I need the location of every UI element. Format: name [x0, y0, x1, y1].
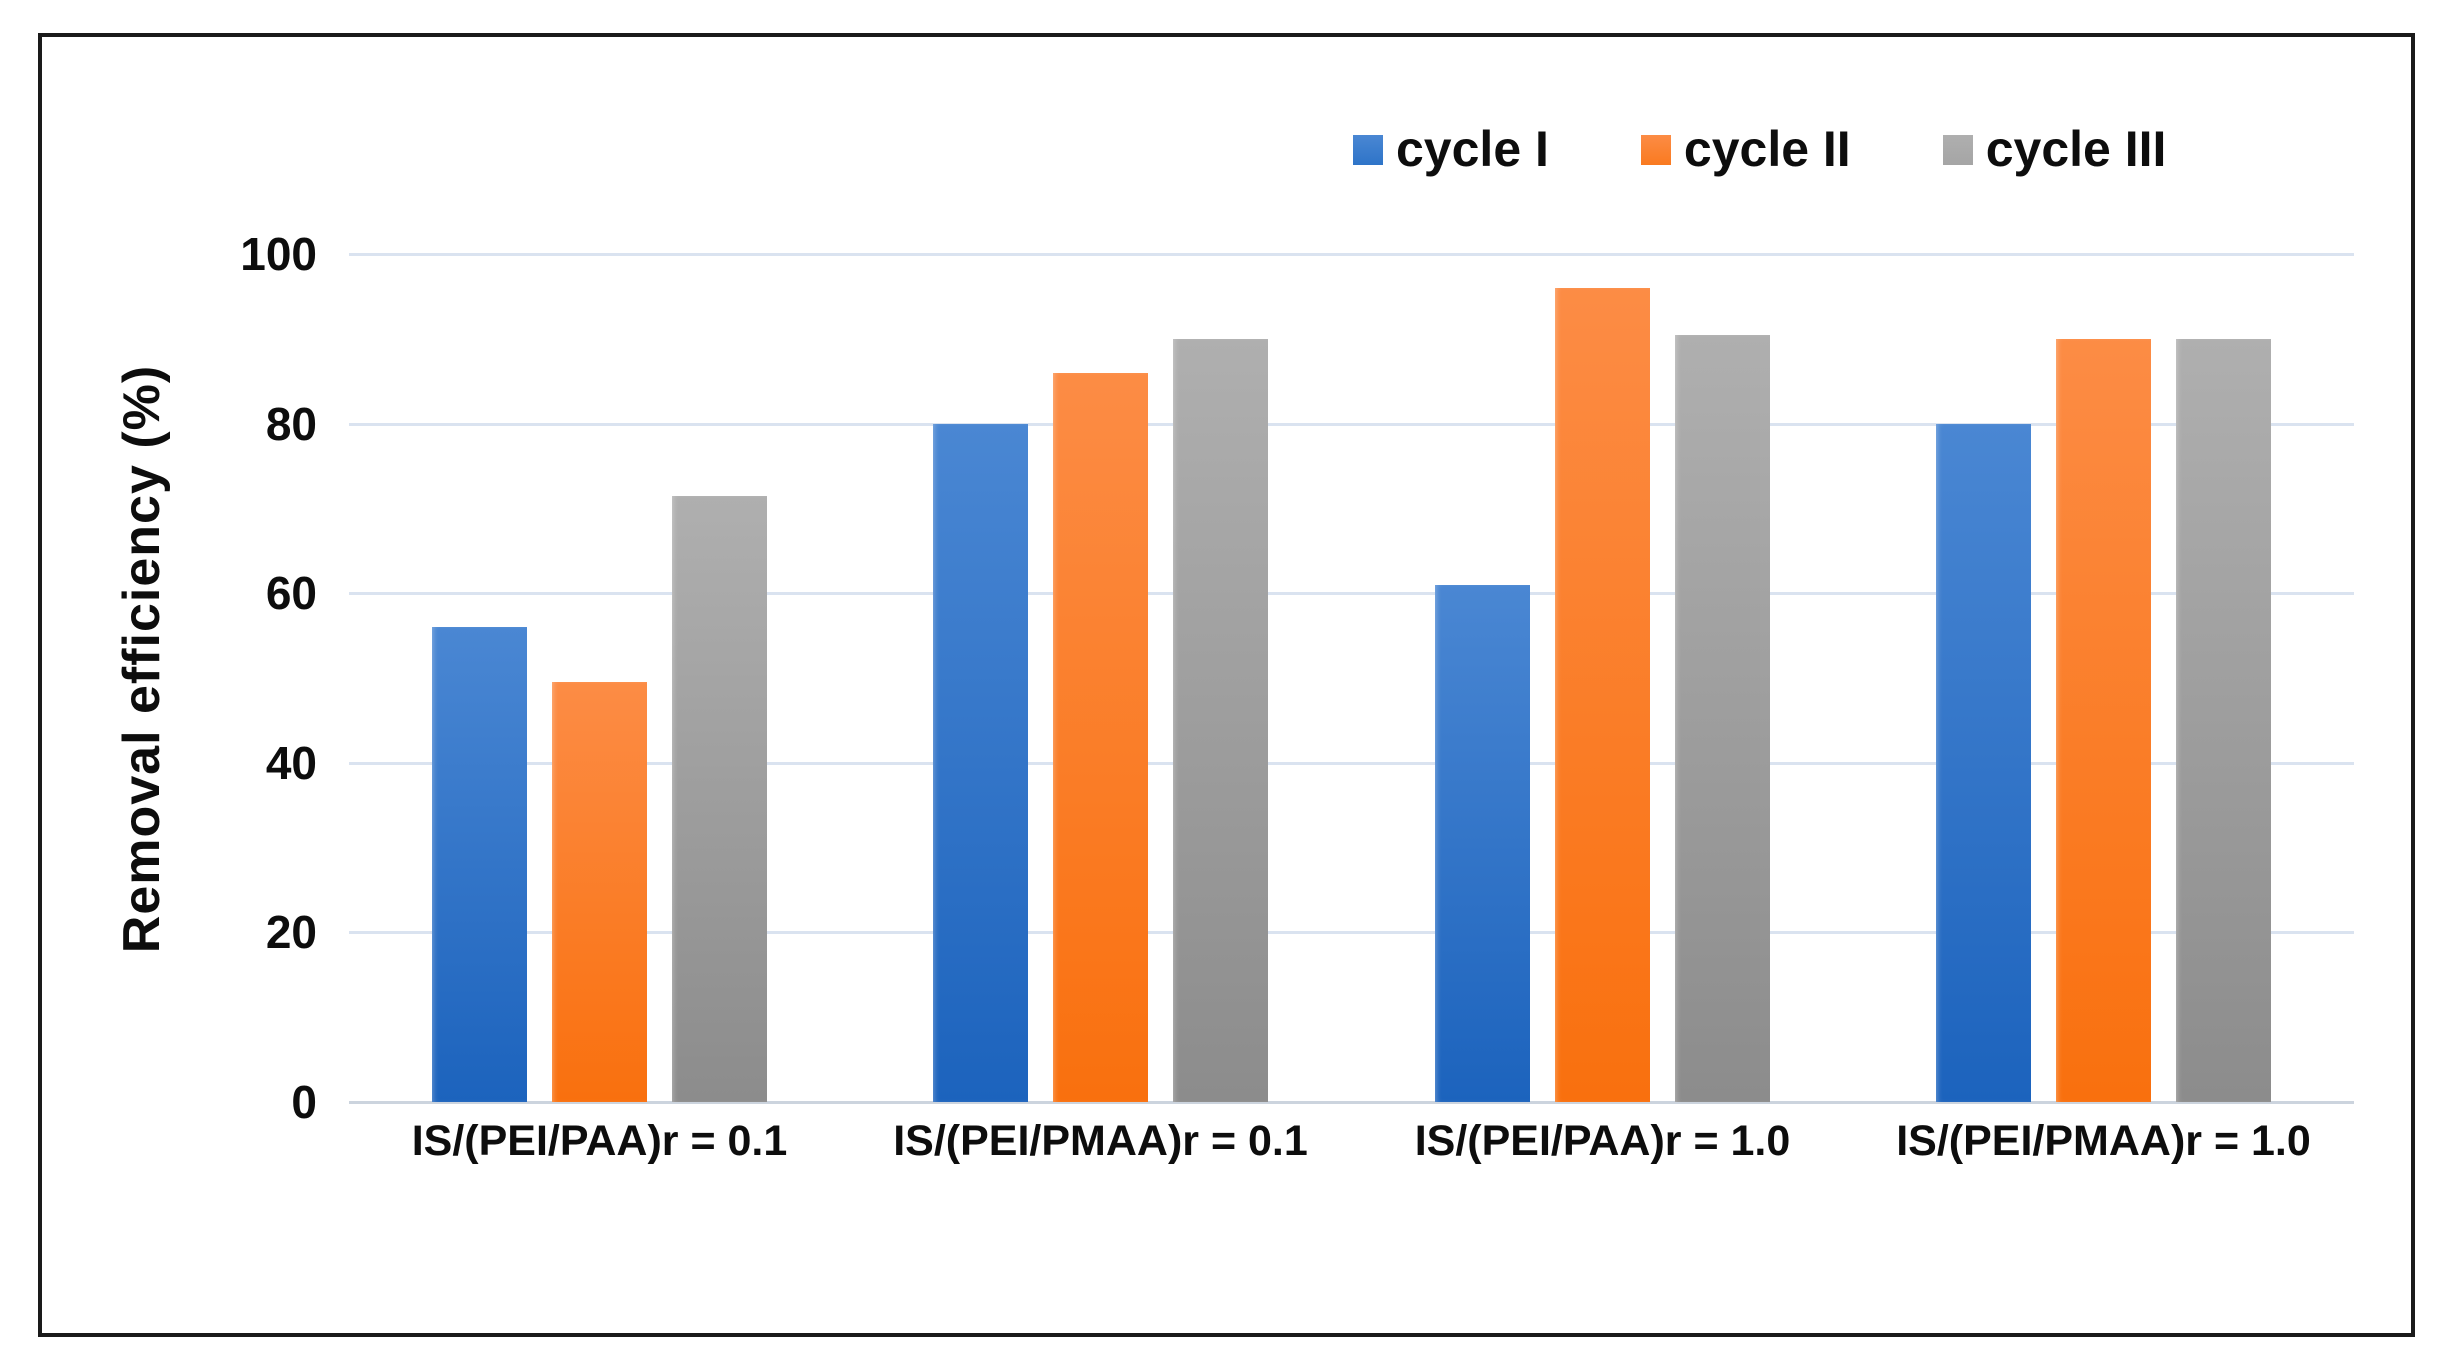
bar-cycle-iii-group-2 — [1173, 339, 1268, 1102]
x-category-label-1: IS/(PEI/PAA)r = 0.1 — [411, 1117, 788, 1165]
bar-cycle-ii-group-3 — [1555, 288, 1650, 1102]
bar-cycle-ii-group-2 — [1053, 373, 1148, 1102]
chart-frame: cycle I cycle II cycle III Removal efficie… — [38, 33, 2415, 1337]
legend-item-cycle-iii: cycle III — [1942, 121, 2167, 177]
legend-label-cycle-iii: cycle III — [1985, 121, 2167, 177]
gridline-y-80 — [349, 422, 2354, 426]
legend-label-cycle-i: cycle I — [1396, 121, 1549, 177]
x-axis-baseline — [349, 1101, 2354, 1104]
y-axis-title: Removal efficiency (%) — [113, 364, 171, 954]
gridline-y-40 — [349, 761, 2354, 765]
y-tick-label-0: 0 — [291, 1076, 317, 1128]
bar-cycle-iii-group-1 — [672, 496, 767, 1102]
bar-cycle-iii-group-3 — [1675, 335, 1770, 1102]
legend-item-cycle-i: cycle I — [1353, 122, 1549, 177]
legend-swatch-cycle-i — [1353, 134, 1383, 165]
y-tick-label-20: 20 — [265, 906, 317, 959]
y-tick-label-80: 80 — [265, 397, 317, 450]
legend-swatch-cycle-ii — [1640, 134, 1671, 165]
bar-cycle-ii-group-1 — [552, 682, 647, 1102]
plot-area — [349, 253, 2354, 1104]
legend: cycle I cycle II cycle III — [1353, 122, 2166, 177]
legend-swatch-cycle-iii — [1942, 134, 1973, 165]
y-tick-label-60: 60 — [265, 567, 317, 620]
gridline-y-100 — [349, 253, 2354, 256]
x-category-label-3: IS/(PEI/PAA)r = 1.0 — [1414, 1117, 1791, 1165]
y-tick-label-100: 100 — [240, 228, 317, 280]
y-tick-label-40: 40 — [265, 736, 317, 789]
gridline-y-20 — [349, 931, 2354, 935]
bar-cycle-iii-group-4 — [2176, 339, 2271, 1102]
bar-cycle-i-group-1 — [432, 627, 527, 1102]
legend-label-cycle-ii: cycle II — [1683, 121, 1851, 177]
bar-cycle-i-group-4 — [1936, 424, 2031, 1102]
bar-cycle-i-group-3 — [1435, 585, 1530, 1102]
x-category-label-2: IS/(PEI/PMAA)r = 0.1 — [893, 1117, 1308, 1165]
bar-cycle-ii-group-4 — [2056, 339, 2151, 1102]
legend-item-cycle-ii: cycle II — [1640, 121, 1851, 177]
gridline-y-60 — [349, 592, 2354, 596]
bar-cycle-i-group-2 — [933, 424, 1028, 1102]
x-category-label-4: IS/(PEI/PMAA)r = 1.0 — [1896, 1117, 2311, 1165]
